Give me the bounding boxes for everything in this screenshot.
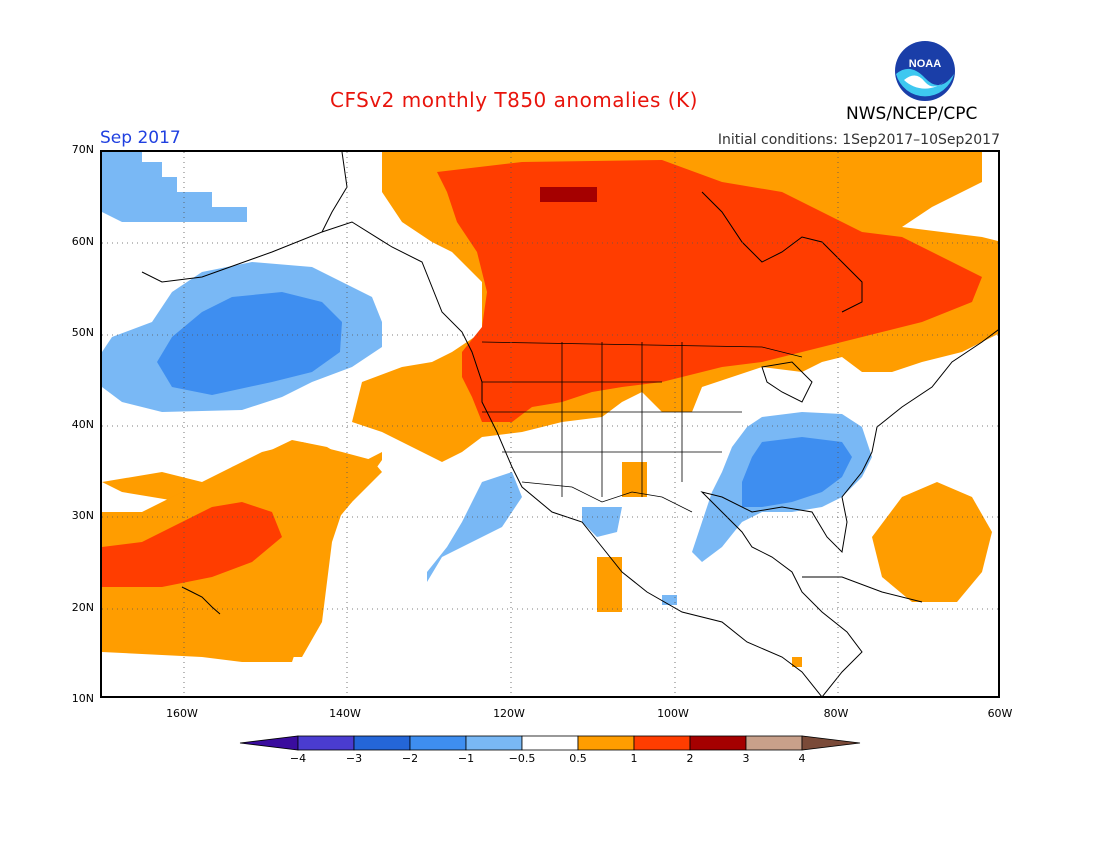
lat-label-20n: 20N xyxy=(71,601,94,614)
colorbar-swatch xyxy=(521,735,579,751)
colorbar-label: −1 xyxy=(457,752,475,765)
coastline-greatlakes xyxy=(761,361,813,403)
colorbar-label: −2 xyxy=(401,752,419,765)
anomaly-neg-medium-eastus xyxy=(742,437,852,507)
anomaly-neg-small-mexico xyxy=(427,472,522,582)
anomaly-pos-medium-northamerica xyxy=(437,160,982,422)
colorbar-label: −4 xyxy=(289,752,307,765)
colorbar-label: 2 xyxy=(686,752,694,765)
colorbar-swatch xyxy=(577,735,635,751)
lon-label-140w: 140W xyxy=(329,707,361,720)
colorbar-swatch xyxy=(689,735,747,751)
colorbar-label: 3 xyxy=(742,752,750,765)
lon-label-60w: 60W xyxy=(987,707,1013,720)
colorbar-swatch xyxy=(745,735,803,751)
noaa-logo-icon: NOAA xyxy=(894,40,956,102)
anomaly-pos-medium-pacific xyxy=(102,502,282,587)
anomaly-neg-small-gulf xyxy=(662,595,677,605)
coastline-northamerica xyxy=(141,152,998,696)
anomaly-neg-medium-pacific xyxy=(157,292,342,395)
colorbar-swatch xyxy=(409,735,467,751)
colorbar-label: −0.5 xyxy=(508,752,536,765)
lat-label-30n: 30N xyxy=(71,509,94,522)
anomaly-pos-small-centralamerica xyxy=(792,657,802,667)
colorbar-low-arrow xyxy=(239,735,299,751)
lon-label-160w: 160W xyxy=(166,707,198,720)
border-us-mexico xyxy=(521,481,693,513)
anomaly-pos-small-mexico xyxy=(597,557,622,612)
anomaly-pos-small-atlantic xyxy=(872,482,992,602)
border-us-canada xyxy=(481,341,803,358)
colorbar-label: 0.5 xyxy=(569,752,587,765)
colorbar-swatch xyxy=(465,735,523,751)
colorbar-swatch xyxy=(297,735,355,751)
lat-label-60n: 60N xyxy=(71,235,94,248)
colorbar-label: 1 xyxy=(630,752,638,765)
anomaly-pos-small-nm xyxy=(622,462,647,497)
chart-title: CFSv2 monthly T850 anomalies (K) xyxy=(330,88,698,112)
colorbar-label: 4 xyxy=(798,752,806,765)
lat-label-50n: 50N xyxy=(71,326,94,339)
colorbar-high-arrow xyxy=(801,735,861,751)
lon-label-120w: 120W xyxy=(493,707,525,720)
lon-label-80w: 80W xyxy=(823,707,849,720)
anomaly-pos-large-northamerica xyxy=(540,187,597,202)
gridlines xyxy=(102,152,998,696)
lon-label-100w: 100W xyxy=(657,707,689,720)
anomaly-neg-small-alaska xyxy=(102,152,247,222)
anomaly-map xyxy=(100,150,1000,698)
lat-label-70n: 70N xyxy=(71,143,94,156)
coastline-hawaii xyxy=(181,586,221,615)
agency-label: NWS/NCEP/CPC xyxy=(846,104,978,124)
coastline-hudson xyxy=(701,191,863,313)
colorbar-swatch xyxy=(353,735,411,751)
lat-label-10n: 10N xyxy=(71,692,94,705)
state-lines xyxy=(482,342,742,497)
lat-label-40n: 40N xyxy=(71,418,94,431)
forecast-month: Sep 2017 xyxy=(100,128,181,148)
colorbar-swatch xyxy=(633,735,691,751)
anomaly-neg-small-baja xyxy=(582,507,622,537)
initial-conditions: Initial conditions: 1Sep2017–10Sep2017 xyxy=(717,132,1000,148)
colorbar-label: −3 xyxy=(345,752,363,765)
coastline-cuba xyxy=(802,576,923,603)
logo-text: NOAA xyxy=(909,58,941,70)
